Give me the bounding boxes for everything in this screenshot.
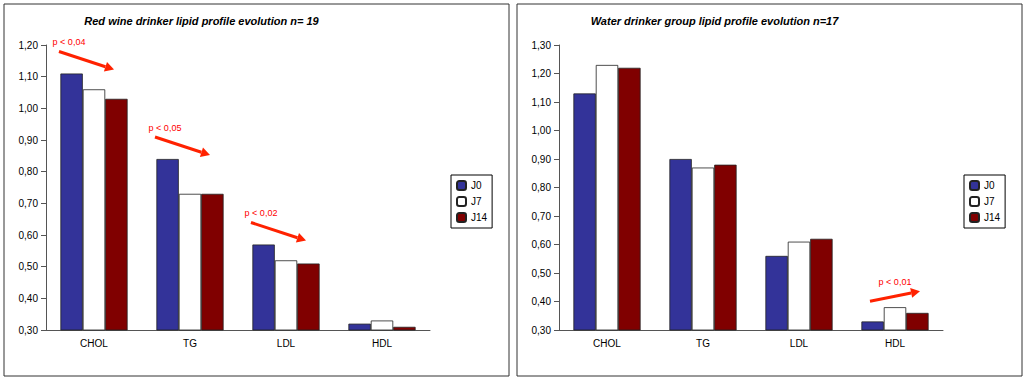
svg-text:0,70: 0,70 — [532, 211, 552, 222]
svg-text:0,50: 0,50 — [532, 268, 552, 279]
svg-text:0,60: 0,60 — [532, 239, 552, 250]
svg-text:0,70: 0,70 — [19, 198, 39, 209]
svg-text:p < 0,04: p < 0,04 — [53, 37, 86, 47]
svg-text:p < 0,05: p < 0,05 — [149, 123, 182, 133]
svg-text:HDL: HDL — [372, 338, 392, 349]
svg-text:1,00: 1,00 — [19, 103, 39, 114]
svg-text:Water drinker group lipid prof: Water drinker group lipid profile evolut… — [591, 15, 840, 27]
svg-text:p < 0,02: p < 0,02 — [245, 208, 278, 218]
svg-text:0,90: 0,90 — [532, 154, 552, 165]
svg-text:1,30: 1,30 — [532, 40, 552, 51]
svg-text:CHOL: CHOL — [593, 338, 621, 349]
svg-text:1,00: 1,00 — [532, 125, 552, 136]
svg-text:HDL: HDL — [885, 338, 905, 349]
svg-text:J14: J14 — [984, 212, 1001, 223]
svg-text:J0: J0 — [984, 180, 995, 191]
svg-text:LDL: LDL — [790, 338, 809, 349]
svg-text:1,10: 1,10 — [532, 97, 552, 108]
svg-text:J7: J7 — [984, 196, 995, 207]
svg-text:J14: J14 — [471, 212, 488, 223]
svg-text:0,90: 0,90 — [19, 135, 39, 146]
svg-text:1,20: 1,20 — [19, 40, 39, 51]
svg-text:0,50: 0,50 — [19, 261, 39, 272]
svg-text:0,80: 0,80 — [19, 166, 39, 177]
svg-text:TG: TG — [696, 338, 710, 349]
svg-text:1,20: 1,20 — [532, 68, 552, 79]
svg-text:J7: J7 — [471, 196, 482, 207]
svg-text:0,40: 0,40 — [532, 296, 552, 307]
svg-text:0,30: 0,30 — [532, 325, 552, 336]
svg-text:CHOL: CHOL — [80, 338, 108, 349]
svg-text:Red wine drinker lipid profile: Red wine drinker lipid profile evolution… — [84, 15, 319, 27]
svg-text:TG: TG — [183, 338, 197, 349]
svg-text:J0: J0 — [471, 180, 482, 191]
svg-text:0,80: 0,80 — [532, 182, 552, 193]
svg-text:0,60: 0,60 — [19, 230, 39, 241]
svg-text:0,40: 0,40 — [19, 293, 39, 304]
svg-text:1,10: 1,10 — [19, 71, 39, 82]
svg-text:0,30: 0,30 — [19, 325, 39, 336]
svg-text:p < 0,01: p < 0,01 — [879, 277, 912, 287]
svg-text:LDL: LDL — [277, 338, 296, 349]
